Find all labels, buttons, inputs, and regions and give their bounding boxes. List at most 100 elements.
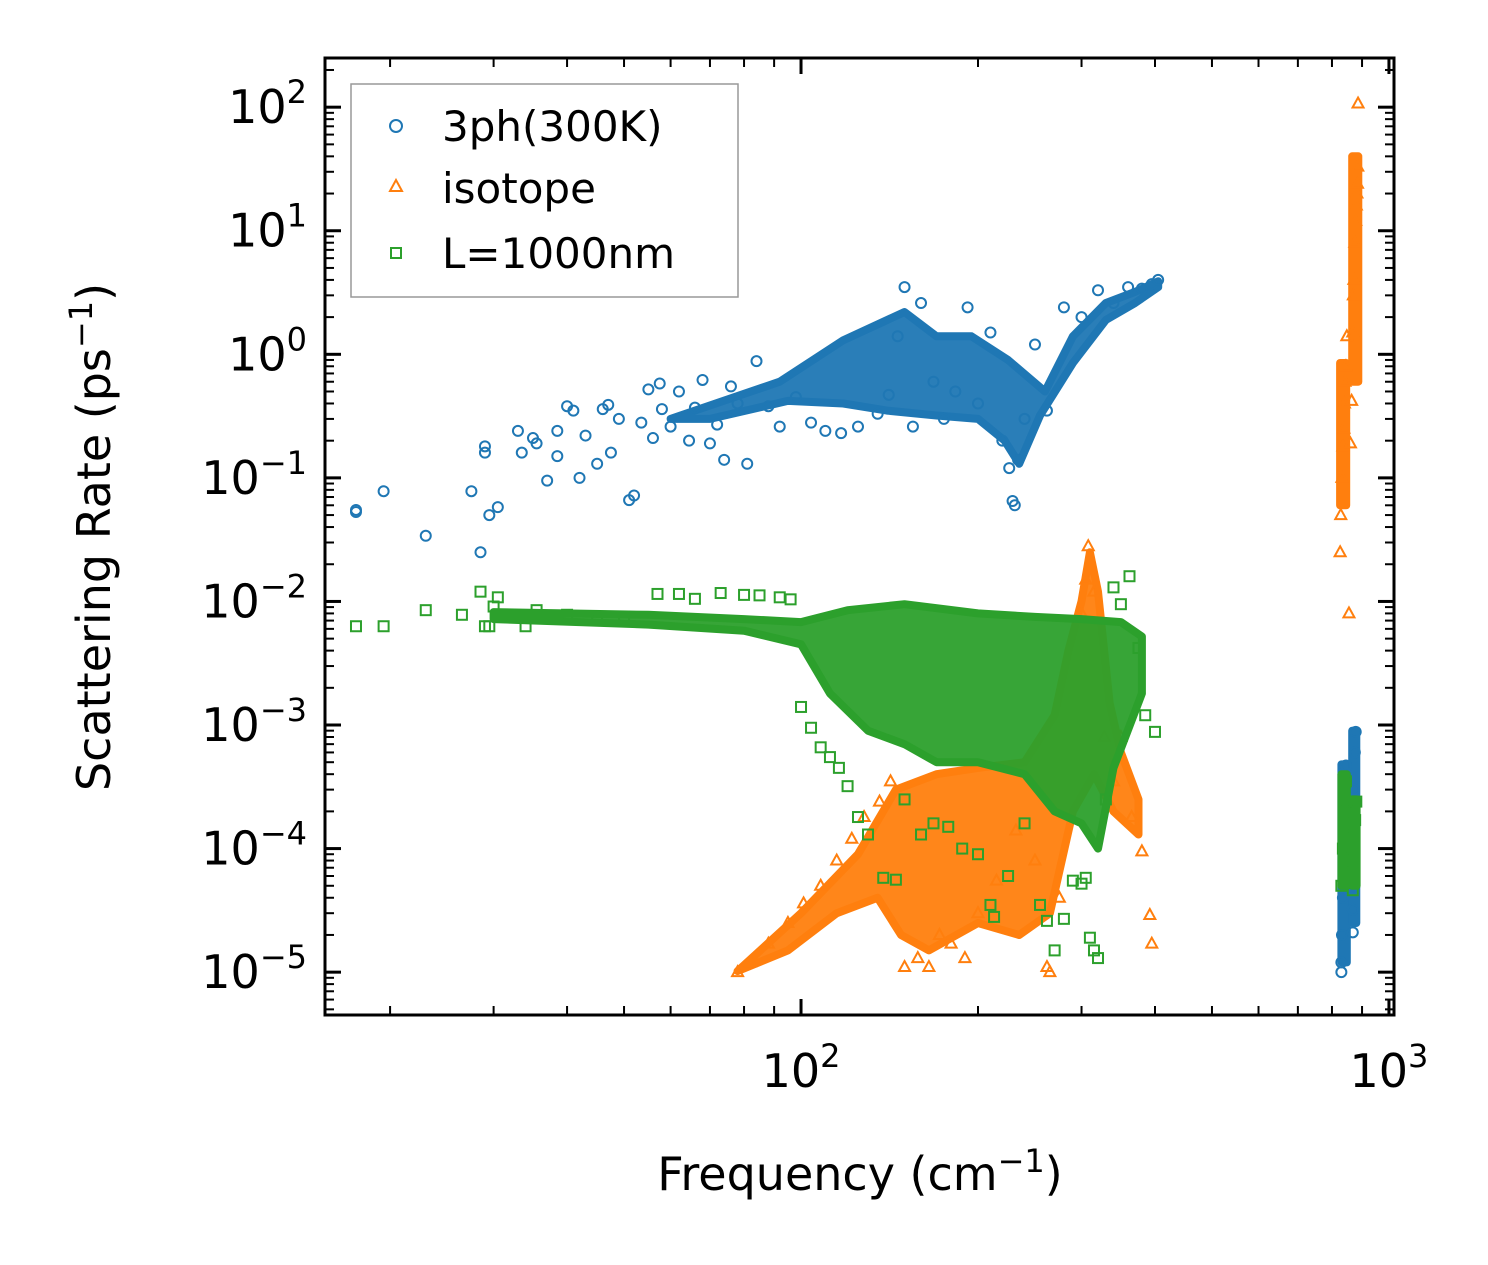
data-point	[851, 811, 864, 824]
data-point	[805, 721, 818, 734]
legend-label-3ph: 3ph(300K)	[442, 102, 662, 151]
y-tick-label: 101	[228, 197, 307, 258]
data-point	[1144, 935, 1159, 949]
y-tick-label: 10−4	[201, 815, 307, 876]
y-tick-label: 100	[228, 320, 307, 381]
x-axis-label: Frequency (cm−1)	[657, 1142, 1062, 1201]
data-point	[664, 420, 677, 433]
data-point	[1027, 852, 1043, 866]
data-point	[1124, 808, 1139, 823]
data-point	[561, 608, 574, 621]
data-point	[718, 453, 731, 466]
data-point	[567, 404, 580, 417]
data-point	[1092, 952, 1105, 965]
data-point	[579, 429, 592, 442]
data-point	[419, 604, 432, 617]
data-point	[1335, 879, 1348, 892]
data-point	[1075, 311, 1088, 324]
data-point	[1107, 581, 1120, 594]
data-point	[455, 608, 468, 621]
data-point	[511, 424, 524, 437]
data-point	[1346, 926, 1359, 939]
y-axis-label: Scattering Rate (ps−1)	[62, 283, 121, 791]
data-point	[515, 446, 528, 459]
y-tick-label: 10−2	[201, 567, 307, 628]
data-point	[984, 326, 997, 339]
data-point	[604, 446, 617, 459]
data-point	[1350, 795, 1363, 808]
data-point	[927, 817, 940, 830]
data-point	[956, 842, 969, 855]
data-point	[738, 588, 751, 601]
data-point	[1335, 956, 1348, 969]
data-point	[750, 355, 763, 368]
data-point	[591, 457, 604, 470]
data-point	[761, 935, 776, 949]
dense-point-cluster	[1337, 770, 1351, 890]
data-point	[972, 397, 985, 410]
data-point	[646, 432, 659, 445]
data-point	[377, 485, 390, 498]
data-point	[1350, 158, 1365, 172]
series-triangle-group	[730, 95, 1366, 978]
data-point	[478, 446, 491, 459]
data-point	[530, 604, 543, 617]
data-point	[851, 420, 864, 433]
data-point	[1336, 842, 1349, 855]
data-point	[696, 373, 709, 386]
data-point	[1341, 605, 1357, 619]
data-point	[762, 400, 775, 413]
data-point	[1348, 746, 1361, 759]
data-point	[942, 820, 955, 833]
data-point	[1350, 95, 1366, 109]
data-point	[835, 427, 848, 440]
data-point	[711, 418, 724, 431]
data-point	[961, 301, 974, 314]
data-point	[672, 587, 685, 600]
data-point	[927, 375, 940, 388]
data-point	[1332, 544, 1348, 558]
data-point	[1092, 284, 1105, 297]
dense-point-cluster	[1348, 152, 1363, 386]
data-point	[1345, 324, 1360, 338]
data-point	[602, 398, 615, 411]
data-point	[349, 620, 362, 633]
legend-label-boundary: L=1000nm	[442, 229, 675, 278]
data-point	[814, 741, 827, 754]
data-point	[988, 910, 1001, 923]
data-point	[910, 949, 926, 964]
y-tick-label: 10−5	[201, 938, 307, 999]
legend: 3ph(300K) isotope L=1000nm	[350, 83, 739, 298]
data-point	[653, 377, 666, 390]
data-point	[871, 407, 884, 420]
data-point	[1086, 583, 1102, 597]
data-point	[1002, 869, 1015, 882]
plot-frame	[323, 56, 1396, 1017]
data-point	[573, 471, 586, 484]
data-point	[1349, 197, 1364, 211]
data-point	[483, 620, 496, 633]
data-point	[642, 383, 655, 396]
data-point	[635, 416, 648, 429]
data-point	[1078, 571, 1093, 585]
data-point	[1152, 273, 1165, 286]
data-point	[1347, 854, 1360, 867]
plot-area	[349, 95, 1366, 979]
data-point	[1339, 328, 1355, 342]
dense-point-cluster	[733, 548, 1143, 976]
data-point	[1350, 175, 1365, 189]
data-point	[1052, 889, 1067, 903]
data-point	[1335, 928, 1348, 941]
x-tick-label: 102	[762, 1037, 841, 1098]
data-point	[943, 935, 959, 949]
data-point	[1008, 499, 1021, 512]
data-point	[972, 848, 985, 861]
series-square-group	[349, 570, 1363, 965]
legend-marker-boundary	[390, 247, 402, 259]
data-point	[1042, 964, 1058, 978]
data-point	[1079, 871, 1092, 884]
data-point	[805, 416, 818, 429]
data-point	[1142, 906, 1158, 921]
legend-label-isotope: isotope	[442, 164, 596, 213]
data-point	[474, 546, 487, 559]
